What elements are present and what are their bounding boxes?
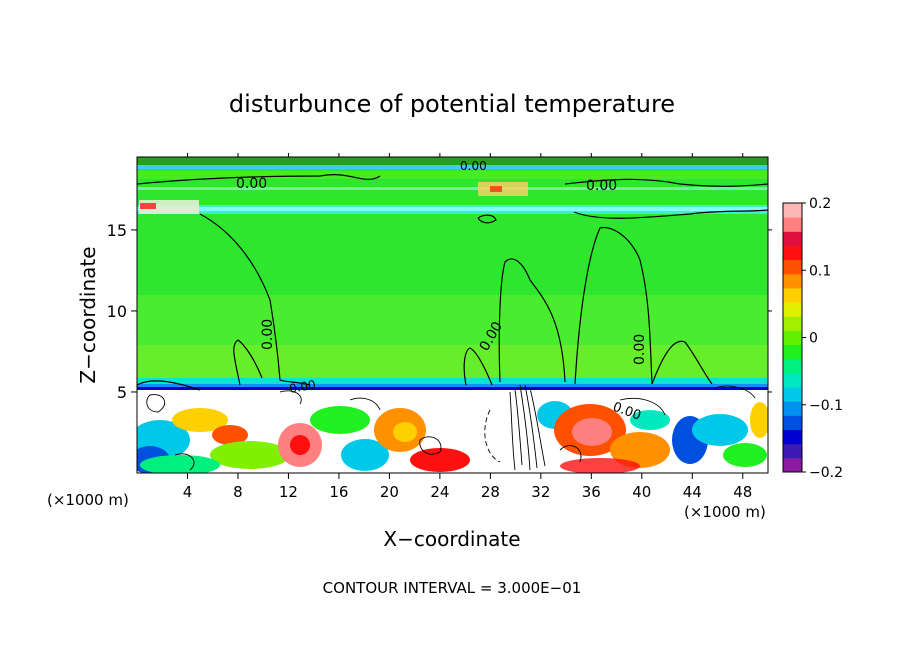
colorbar-segment — [783, 457, 802, 473]
colorbar-segment — [783, 372, 802, 388]
colorbar-segment — [783, 443, 802, 459]
colorbar-tick-label: 0.2 — [809, 196, 831, 212]
colorbar-segment — [783, 387, 802, 402]
x-tick-label: 36 — [582, 483, 601, 501]
contour-label: 0.00 — [236, 176, 267, 192]
colorbar-segment — [783, 273, 802, 289]
colorbar-segment — [783, 245, 802, 261]
x-axis: 4 8 12 16 20 24 28 32 36 40 44 48 — [183, 153, 752, 501]
contour-lines — [137, 174, 768, 391]
contour-label: 0.00 — [260, 319, 276, 350]
colorbar-segment — [783, 203, 802, 218]
lower-contours — [146, 384, 756, 471]
x-tick-label: 40 — [632, 483, 651, 501]
x-tick-label: 4 — [183, 483, 193, 501]
y-tick-label: 10 — [107, 302, 127, 321]
colorbar-segment — [783, 217, 802, 232]
x-tick-label: 44 — [683, 483, 702, 501]
colorbar: 0.2 0.1 0 −0.1 −0.2 — [782, 196, 843, 481]
x-unit-left: (×1000 m) — [47, 491, 129, 509]
colorbar-segment — [783, 401, 802, 416]
contour-label: 0.00 — [632, 334, 648, 365]
x-tick-label: 16 — [329, 483, 348, 501]
x-tick-label: 28 — [481, 483, 500, 501]
contour-label: 0.00 — [586, 178, 617, 194]
contour-interval-note: CONTOUR INTERVAL = 3.000E−01 — [323, 579, 582, 597]
x-tick-label: 48 — [733, 483, 752, 501]
colorbar-segment — [783, 358, 802, 374]
contour-label: 0.00 — [288, 378, 317, 396]
colorbar-segment — [783, 287, 802, 303]
colorbar-segment — [783, 330, 802, 346]
colorbar-segment — [783, 316, 802, 331]
colorbar-segment — [783, 344, 802, 360]
turbulent-layer — [137, 396, 768, 473]
colorbar-segment — [783, 259, 802, 275]
colorbar-segment — [783, 231, 802, 246]
contour-label: 0.00 — [460, 159, 487, 173]
colorbar-segment — [783, 302, 802, 317]
y-axis: 5 10 15 — [107, 221, 772, 402]
x-tick-label: 24 — [430, 483, 449, 501]
x-tick-label: 32 — [531, 483, 550, 501]
x-tick-label: 20 — [380, 483, 399, 501]
x-unit-right: (×1000 m) — [684, 503, 766, 521]
x-tick-label: 12 — [279, 483, 298, 501]
colorbar-tick-label: −0.1 — [809, 398, 843, 414]
colorbar-tick-label: −0.2 — [809, 465, 843, 481]
colorbar-tick-label: 0 — [809, 331, 818, 347]
y-axis-title: Z−coordinate — [76, 246, 100, 383]
colorbar-tick-label: 0.1 — [809, 263, 831, 279]
contour-label-group: 0.00 0.00 0.00 0.00 0.00 0.00 0.00 0.00 — [236, 159, 648, 424]
plot-area: 0.00 0.00 0.00 0.00 0.00 0.00 0.00 0.00 — [137, 157, 768, 473]
x-axis-title: X−coordinate — [383, 527, 520, 551]
y-tick-label: 5 — [117, 383, 127, 402]
chart-title: disturbunce of potential temperature — [229, 90, 675, 118]
x-tick-label: 8 — [233, 483, 243, 501]
colorbar-segment — [783, 415, 802, 431]
plot-frame — [136, 156, 769, 474]
y-tick-label: 15 — [107, 221, 127, 240]
colorbar-segment — [783, 429, 802, 445]
